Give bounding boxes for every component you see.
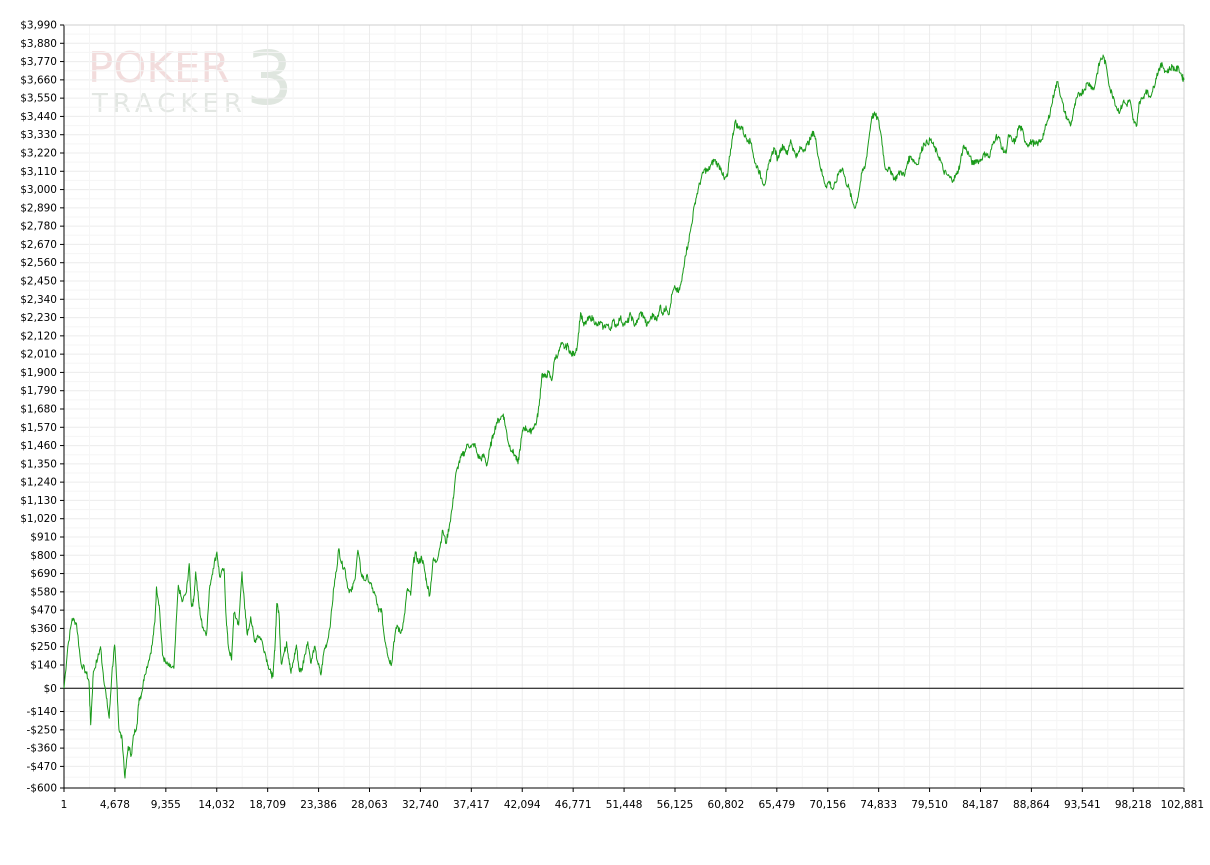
y-tick-label: $1,680 <box>20 403 57 415</box>
y-tick-label: -$470 <box>26 761 57 773</box>
y-tick-label: -$360 <box>26 743 57 755</box>
y-tick-label: $1,130 <box>20 495 57 507</box>
x-tick-label: 51,448 <box>606 799 643 811</box>
y-tick-label: $2,340 <box>20 294 57 306</box>
y-tick-label: $3,660 <box>20 74 57 86</box>
y-tick-label: $2,560 <box>20 257 57 269</box>
x-tick-label: 79,510 <box>911 799 948 811</box>
y-tick-label: $1,240 <box>20 477 57 489</box>
y-tick-label: $3,330 <box>20 129 57 141</box>
y-tick-label: $470 <box>30 605 57 617</box>
y-tick-label: $1,020 <box>20 513 57 525</box>
y-axis-ticks: -$600 -$470 -$360 -$250 -$140 $0 $140 $250 $360 $… <box>20 20 64 795</box>
y-tick-label: $3,000 <box>20 184 57 196</box>
y-tick-label: $1,460 <box>20 440 57 452</box>
x-tick-label: 84,187 <box>962 799 999 811</box>
y-tick-label: $910 <box>30 531 57 543</box>
y-tick-label: $1,790 <box>20 385 57 397</box>
x-tick-label: 46,771 <box>555 799 592 811</box>
y-tick-label: -$600 <box>26 783 57 795</box>
y-tick-label: $0 <box>44 683 57 695</box>
x-tick-label: 98,218 <box>1115 799 1152 811</box>
grid <box>63 24 1185 789</box>
y-tick-label: $3,770 <box>20 56 57 68</box>
y-tick-label: $800 <box>30 550 57 562</box>
y-tick-label: -$140 <box>26 706 57 718</box>
y-tick-label: $2,120 <box>20 330 57 342</box>
series-line <box>63 54 1185 779</box>
y-tick-label: $3,440 <box>20 111 57 123</box>
poker-tracker-watermark: POKER TRACKER 3 <box>88 36 293 122</box>
y-tick-label: $1,350 <box>20 458 57 470</box>
y-tick-label: $1,570 <box>20 422 57 434</box>
x-tick-label: 23,386 <box>300 799 337 811</box>
y-tick-label: $3,880 <box>20 38 57 50</box>
x-tick-label: 102,881 <box>1161 799 1204 811</box>
y-tick-label: $140 <box>30 659 57 671</box>
x-tick-label: 28,063 <box>351 799 388 811</box>
y-tick-label: $2,010 <box>20 349 57 361</box>
x-axis-ticks: 1 4,678 9,355 14,032 18,709 23,386 28,063 32,74… <box>61 788 1204 811</box>
watermark-tracker-text: TRACKER <box>91 89 247 119</box>
y-tick-label: $360 <box>30 623 57 635</box>
y-tick-label: $3,110 <box>20 166 57 178</box>
y-tick-label: $580 <box>30 586 57 598</box>
y-tick-label: $690 <box>30 568 57 580</box>
x-tick-label: 65,479 <box>758 799 795 811</box>
x-tick-label: 56,125 <box>657 799 694 811</box>
x-tick-label: 4,678 <box>100 799 130 811</box>
x-tick-label: 9,355 <box>151 799 181 811</box>
x-tick-label: 42,094 <box>504 799 541 811</box>
y-tick-label: $2,450 <box>20 275 57 287</box>
x-tick-label: 88,864 <box>1013 799 1050 811</box>
x-tick-label: 37,417 <box>453 799 490 811</box>
x-tick-label: 1 <box>61 799 68 811</box>
watermark-poker-text: POKER <box>88 43 230 92</box>
y-tick-label: $2,230 <box>20 312 57 324</box>
x-tick-label: 32,740 <box>402 799 439 811</box>
x-tick-label: 70,156 <box>809 799 846 811</box>
y-tick-label: $3,220 <box>20 147 57 159</box>
watermark-version-text: 3 <box>246 36 293 122</box>
x-tick-label: 93,541 <box>1064 799 1101 811</box>
series-group <box>63 54 1185 779</box>
x-tick-label: 60,802 <box>708 799 745 811</box>
y-tick-label: $250 <box>30 641 57 653</box>
x-tick-label: 14,032 <box>198 799 235 811</box>
y-tick-label: $2,890 <box>20 202 57 214</box>
y-tick-label: $3,550 <box>20 93 57 105</box>
y-tick-label: $3,990 <box>20 20 57 32</box>
y-tick-label: $2,670 <box>20 239 57 251</box>
x-tick-label: 18,709 <box>249 799 286 811</box>
y-tick-label: $2,780 <box>20 221 57 233</box>
y-tick-label: $1,900 <box>20 367 57 379</box>
y-tick-label: -$250 <box>26 724 57 736</box>
x-tick-label: 74,833 <box>860 799 897 811</box>
